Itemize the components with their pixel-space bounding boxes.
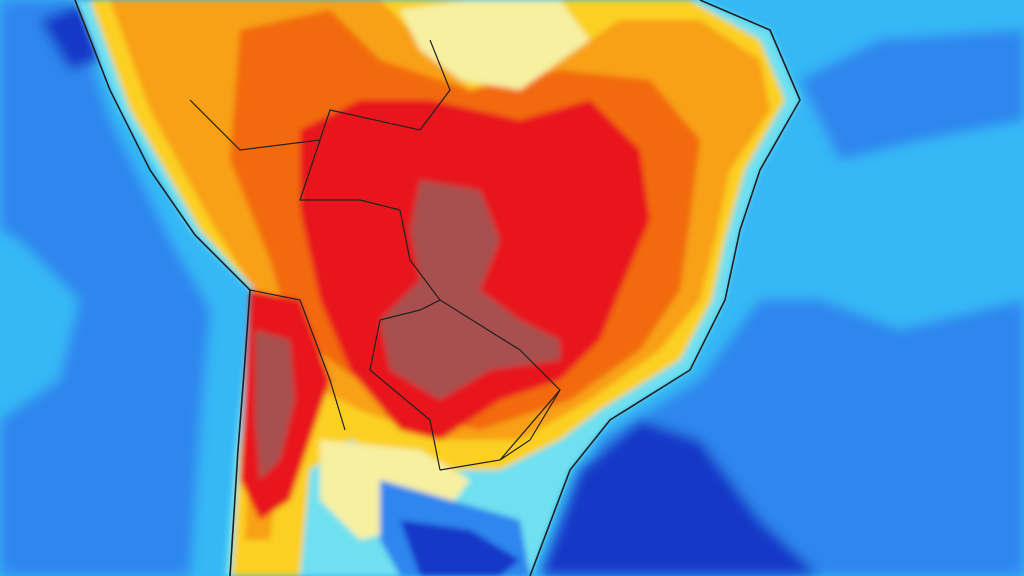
land-deep-blue-south (400, 520, 520, 576)
land-dark-red-center (380, 180, 560, 400)
coastline (74, 0, 801, 576)
border-lines (189, 39, 561, 471)
atlantic-deep-water (540, 420, 820, 576)
land-pale-patch-north (400, 0, 590, 90)
pacific-mid-band (0, 0, 210, 576)
land-dark-red-andes (255, 330, 295, 480)
country-borders (74, 0, 801, 576)
continent (75, 0, 800, 576)
north-atlantic-band (800, 30, 1024, 160)
